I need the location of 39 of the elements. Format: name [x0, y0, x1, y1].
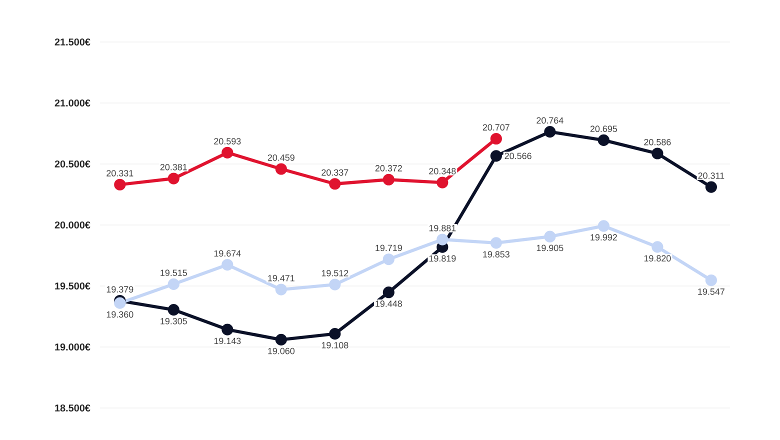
data-label: 20.372 — [375, 165, 402, 172]
data-label: 19.547 — [698, 288, 724, 295]
y-tick-label: 20.500€ — [54, 160, 90, 168]
data-label: 19.448 — [376, 300, 402, 307]
y-tick-label: 19.500€ — [55, 282, 90, 290]
data-label: 20.348 — [429, 168, 456, 174]
data-label: 19.512 — [322, 270, 348, 276]
data-label: 19.674 — [214, 250, 241, 257]
y-tick-label: 21.500€ — [54, 38, 90, 46]
data-label: 19.853 — [483, 251, 510, 258]
data-label: 19.820 — [644, 255, 671, 262]
data-label: 20.331 — [106, 170, 134, 176]
data-label: 19.992 — [590, 234, 617, 241]
data-label: 19.108 — [322, 342, 348, 348]
data-label: 20.586 — [644, 138, 671, 146]
data-label: 19.905 — [536, 244, 564, 252]
y-tick-label: 19.000€ — [55, 343, 90, 351]
data-label: 20.695 — [590, 126, 618, 132]
data-label: 19.471 — [268, 274, 294, 282]
data-label: 19.819 — [429, 255, 456, 262]
data-label: 19.379 — [106, 286, 134, 293]
data-label: 19.881 — [429, 224, 456, 232]
data-label: 19.305 — [160, 318, 187, 324]
data-label: 19.719 — [376, 244, 402, 252]
data-label: 19.360 — [106, 311, 134, 318]
y-tick-label: 20.000€ — [54, 221, 90, 229]
data-label: 19.060 — [268, 348, 295, 354]
y-tick-label: 18.500€ — [55, 404, 90, 412]
data-label: 20.381 — [160, 164, 187, 170]
data-label: 19.515 — [160, 270, 187, 276]
data-label: 20.311 — [698, 172, 724, 179]
data-label: 20.707 — [482, 124, 510, 131]
data-label: 20.459 — [268, 154, 294, 161]
y-tick-label: 21.000€ — [54, 99, 90, 107]
data-label: 19.143 — [214, 338, 241, 344]
data-label: 20.337 — [322, 169, 348, 176]
data-label: 20.593 — [214, 138, 241, 144]
data-label: 20.764 — [536, 117, 564, 124]
data-label: 20.566 — [504, 152, 532, 160]
